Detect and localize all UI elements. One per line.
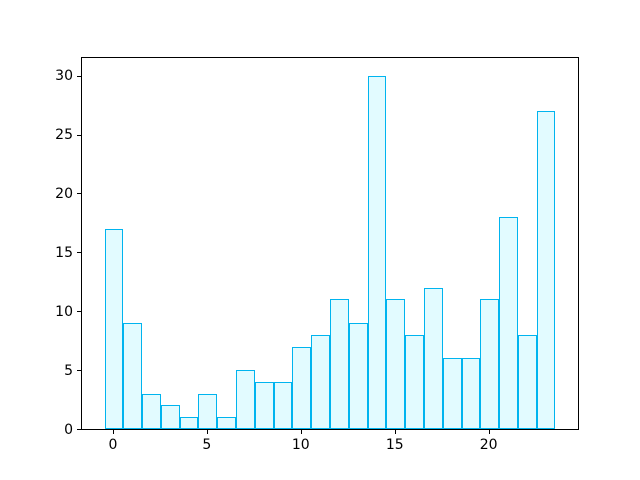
y-tick-label-30: 30: [55, 68, 73, 85]
x-tick-label-10: 10: [291, 437, 310, 453]
y-tick-label-25: 25: [55, 127, 73, 144]
bar-x20: [480, 299, 500, 429]
bar-x7: [236, 370, 255, 429]
y-tick-mark-5: [77, 370, 81, 372]
x-tick-mark-10: [300, 430, 302, 434]
x-tick-mark-5: [206, 430, 208, 434]
bar-x11: [311, 334, 330, 429]
y-tick-label-10: 10: [55, 303, 73, 320]
bar-x10: [292, 346, 312, 429]
x-tick-label-0: 0: [108, 437, 118, 453]
bar-x4: [179, 417, 199, 429]
bar-x0: [104, 228, 124, 429]
bar-x17: [423, 287, 443, 429]
x-tick-mark-20: [488, 430, 490, 434]
bar-x5: [198, 393, 218, 429]
y-tick-mark-20: [77, 193, 81, 195]
x-tick-label-20: 20: [479, 437, 498, 453]
bar-x9: [273, 381, 293, 429]
bar-x18: [442, 358, 462, 429]
bar-x19: [461, 358, 481, 429]
x-tick-mark-15: [394, 430, 396, 434]
y-tick-label-15: 15: [55, 244, 73, 261]
bar-x6: [217, 417, 237, 429]
y-tick-mark-30: [77, 75, 81, 77]
bar-x3: [160, 405, 180, 429]
bar-x14: [367, 75, 387, 429]
bar-x21: [499, 217, 518, 429]
y-tick-mark-25: [77, 134, 81, 136]
y-tick-label-5: 5: [64, 362, 73, 379]
bar-x22: [517, 334, 537, 429]
x-tick-mark-0: [112, 430, 114, 434]
y-tick-mark-15: [77, 252, 81, 254]
bar-x13: [348, 323, 368, 429]
bar-x1: [123, 323, 143, 429]
bar-x23: [536, 111, 556, 429]
x-tick-label-5: 5: [202, 437, 212, 453]
bar-x2: [142, 393, 161, 429]
bar-x16: [405, 334, 424, 429]
x-tick-label-15: 15: [385, 437, 404, 453]
plot-area: [81, 57, 579, 430]
bar-x12: [330, 299, 349, 429]
y-tick-label-0: 0: [64, 421, 73, 438]
bar-x8: [254, 381, 274, 429]
bar-x15: [386, 299, 406, 429]
y-tick-label-20: 20: [55, 185, 73, 202]
y-tick-mark-10: [77, 311, 81, 313]
y-tick-mark-0: [77, 429, 81, 430]
